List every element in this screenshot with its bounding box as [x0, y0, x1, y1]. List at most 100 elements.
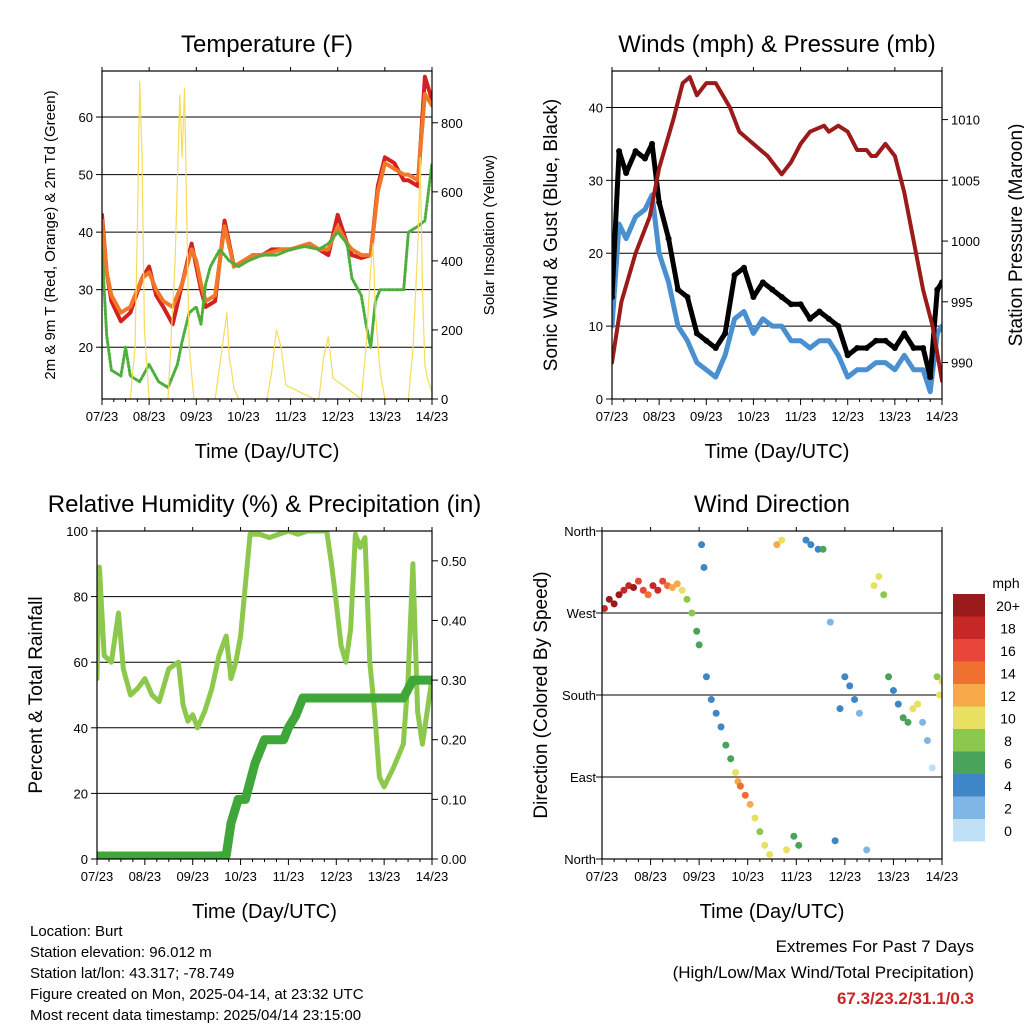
colorbar-swatch	[953, 594, 985, 617]
x-tick-label: 11/23	[785, 409, 817, 424]
direction-point	[795, 841, 803, 849]
y-right-tick-label: 1010	[951, 113, 980, 128]
y-right-tick-label: 995	[951, 295, 973, 310]
plot-area-winds	[612, 75, 942, 395]
colorbar-label: 14	[1000, 666, 1016, 682]
direction-point	[802, 536, 810, 544]
panel-direction: Wind Direction Time (Day/UTC) Direction (C…	[531, 491, 1020, 923]
colorbar-swatch	[953, 774, 985, 797]
direction-point	[773, 541, 781, 549]
y-tick-label: 100	[66, 524, 88, 539]
x-tick-label: 09/23	[690, 409, 723, 424]
chart-title-humidity: Relative Humidity (%) & Precipitation (i…	[48, 491, 481, 518]
gust-point	[778, 293, 785, 300]
direction-point	[683, 595, 691, 603]
y-tick-label: 20	[589, 246, 603, 261]
direction-point	[933, 673, 941, 681]
gust-point	[807, 315, 813, 322]
colorbar-swatch	[953, 729, 985, 752]
direction-point	[831, 837, 839, 845]
series-line-sonic-wind	[612, 192, 942, 395]
x-tick-label: 11/23	[275, 409, 307, 424]
direction-point	[602, 604, 608, 612]
colorbar-swatch	[953, 819, 985, 842]
direction-point	[914, 700, 922, 708]
gust-point	[910, 344, 917, 351]
panel-temperature: Temperature (F) Time (Day/UTC) 2m & 9m T (…	[42, 31, 498, 463]
colorbar-swatch	[953, 684, 985, 707]
x-tick-label: 07/23	[86, 409, 119, 424]
figure-created: Figure created on Mon, 2025-04-14, at 23…	[30, 986, 364, 1003]
gust-point	[788, 301, 795, 308]
x-axis-label-direction: Time (Day/UTC)	[700, 901, 845, 923]
gust-point	[835, 323, 842, 330]
colorbar-swatch	[953, 639, 985, 662]
gust-point	[642, 155, 648, 162]
y-tick-label: 10	[589, 319, 603, 334]
x-tick-label: 13/23	[368, 869, 401, 884]
y-tick-label: 40	[79, 225, 93, 240]
plot-frame-humidity	[96, 530, 433, 860]
series-line-solar-insolation	[102, 80, 432, 399]
gust-point	[863, 344, 870, 351]
gust-point	[882, 337, 889, 344]
direction-point	[741, 791, 749, 799]
direction-point	[885, 673, 893, 681]
y-axis-label-direction: Direction (Colored By Speed)	[531, 571, 552, 818]
direction-point	[909, 705, 917, 713]
direction-point	[673, 580, 681, 588]
gust-point	[901, 330, 908, 337]
y-tick-label: 80	[74, 590, 88, 605]
direction-point	[751, 814, 759, 822]
y-tick-label: 60	[74, 655, 88, 670]
y-tick-label: 20	[74, 786, 88, 801]
direction-point	[698, 541, 706, 549]
gust-point	[731, 272, 738, 279]
gust-point	[854, 344, 861, 351]
colorbar-swatch	[953, 796, 985, 819]
y-right-tick-label: 0.50	[441, 554, 466, 569]
extremes-value: 67.3/23.2/31.1/0.3	[836, 989, 974, 1008]
x-tick-label: 08/23	[133, 409, 166, 424]
colorbar-label: 6	[1004, 756, 1012, 772]
colorbar: mph 20+ 18 16 14 12 10 8 6 4 2 0	[953, 575, 1020, 842]
y-tick-label: North	[564, 524, 596, 539]
x-tick-label: 09/23	[180, 409, 213, 424]
direction-point	[863, 846, 871, 854]
plot-frame-temperature	[101, 70, 433, 400]
x-tick-label: 14/23	[926, 869, 959, 884]
colorbar-swatch	[953, 751, 985, 774]
gust-point	[616, 148, 623, 155]
direction-point	[668, 583, 676, 591]
gust-point	[722, 330, 729, 337]
plot-area-temperature	[102, 74, 432, 399]
chart-title-direction: Wind Direction	[694, 491, 850, 518]
y-right-tick-label: 400	[441, 254, 463, 269]
series-line-total-precipitation	[97, 675, 432, 859]
direction-point	[654, 586, 662, 594]
extremes-panel: Extremes For Past 7 Days (High/Low/Max W…	[673, 934, 974, 1012]
x-tick-label: 09/23	[683, 869, 716, 884]
x-tick-label: 09/23	[176, 869, 209, 884]
station-latlon: Station lat/lon: 43.317; -78.749	[30, 965, 235, 982]
y-right-tick-label: 600	[441, 185, 463, 200]
direction-point	[783, 846, 791, 854]
y-axis-label-winds: Sonic Wind & Gust (Blue, Black)	[541, 99, 562, 371]
direction-point	[605, 595, 613, 603]
direction-point	[936, 691, 942, 699]
direction-point	[778, 536, 786, 544]
series-line-station-pressure	[612, 75, 942, 383]
direction-point	[846, 682, 854, 690]
gust-point	[769, 286, 776, 293]
y-tick-label: East	[570, 770, 596, 785]
direction-point	[702, 673, 710, 681]
direction-point	[695, 641, 703, 649]
series-line-2m-t	[102, 74, 432, 327]
direction-point	[700, 563, 708, 571]
direction-point	[807, 541, 815, 549]
direction-point	[688, 609, 696, 617]
chart-title-winds: Winds (mph) & Pressure (mb)	[618, 31, 935, 58]
y-tick-label: 60	[79, 110, 93, 125]
gust-point	[920, 344, 927, 351]
y-right-tick-label: 990	[951, 356, 973, 371]
